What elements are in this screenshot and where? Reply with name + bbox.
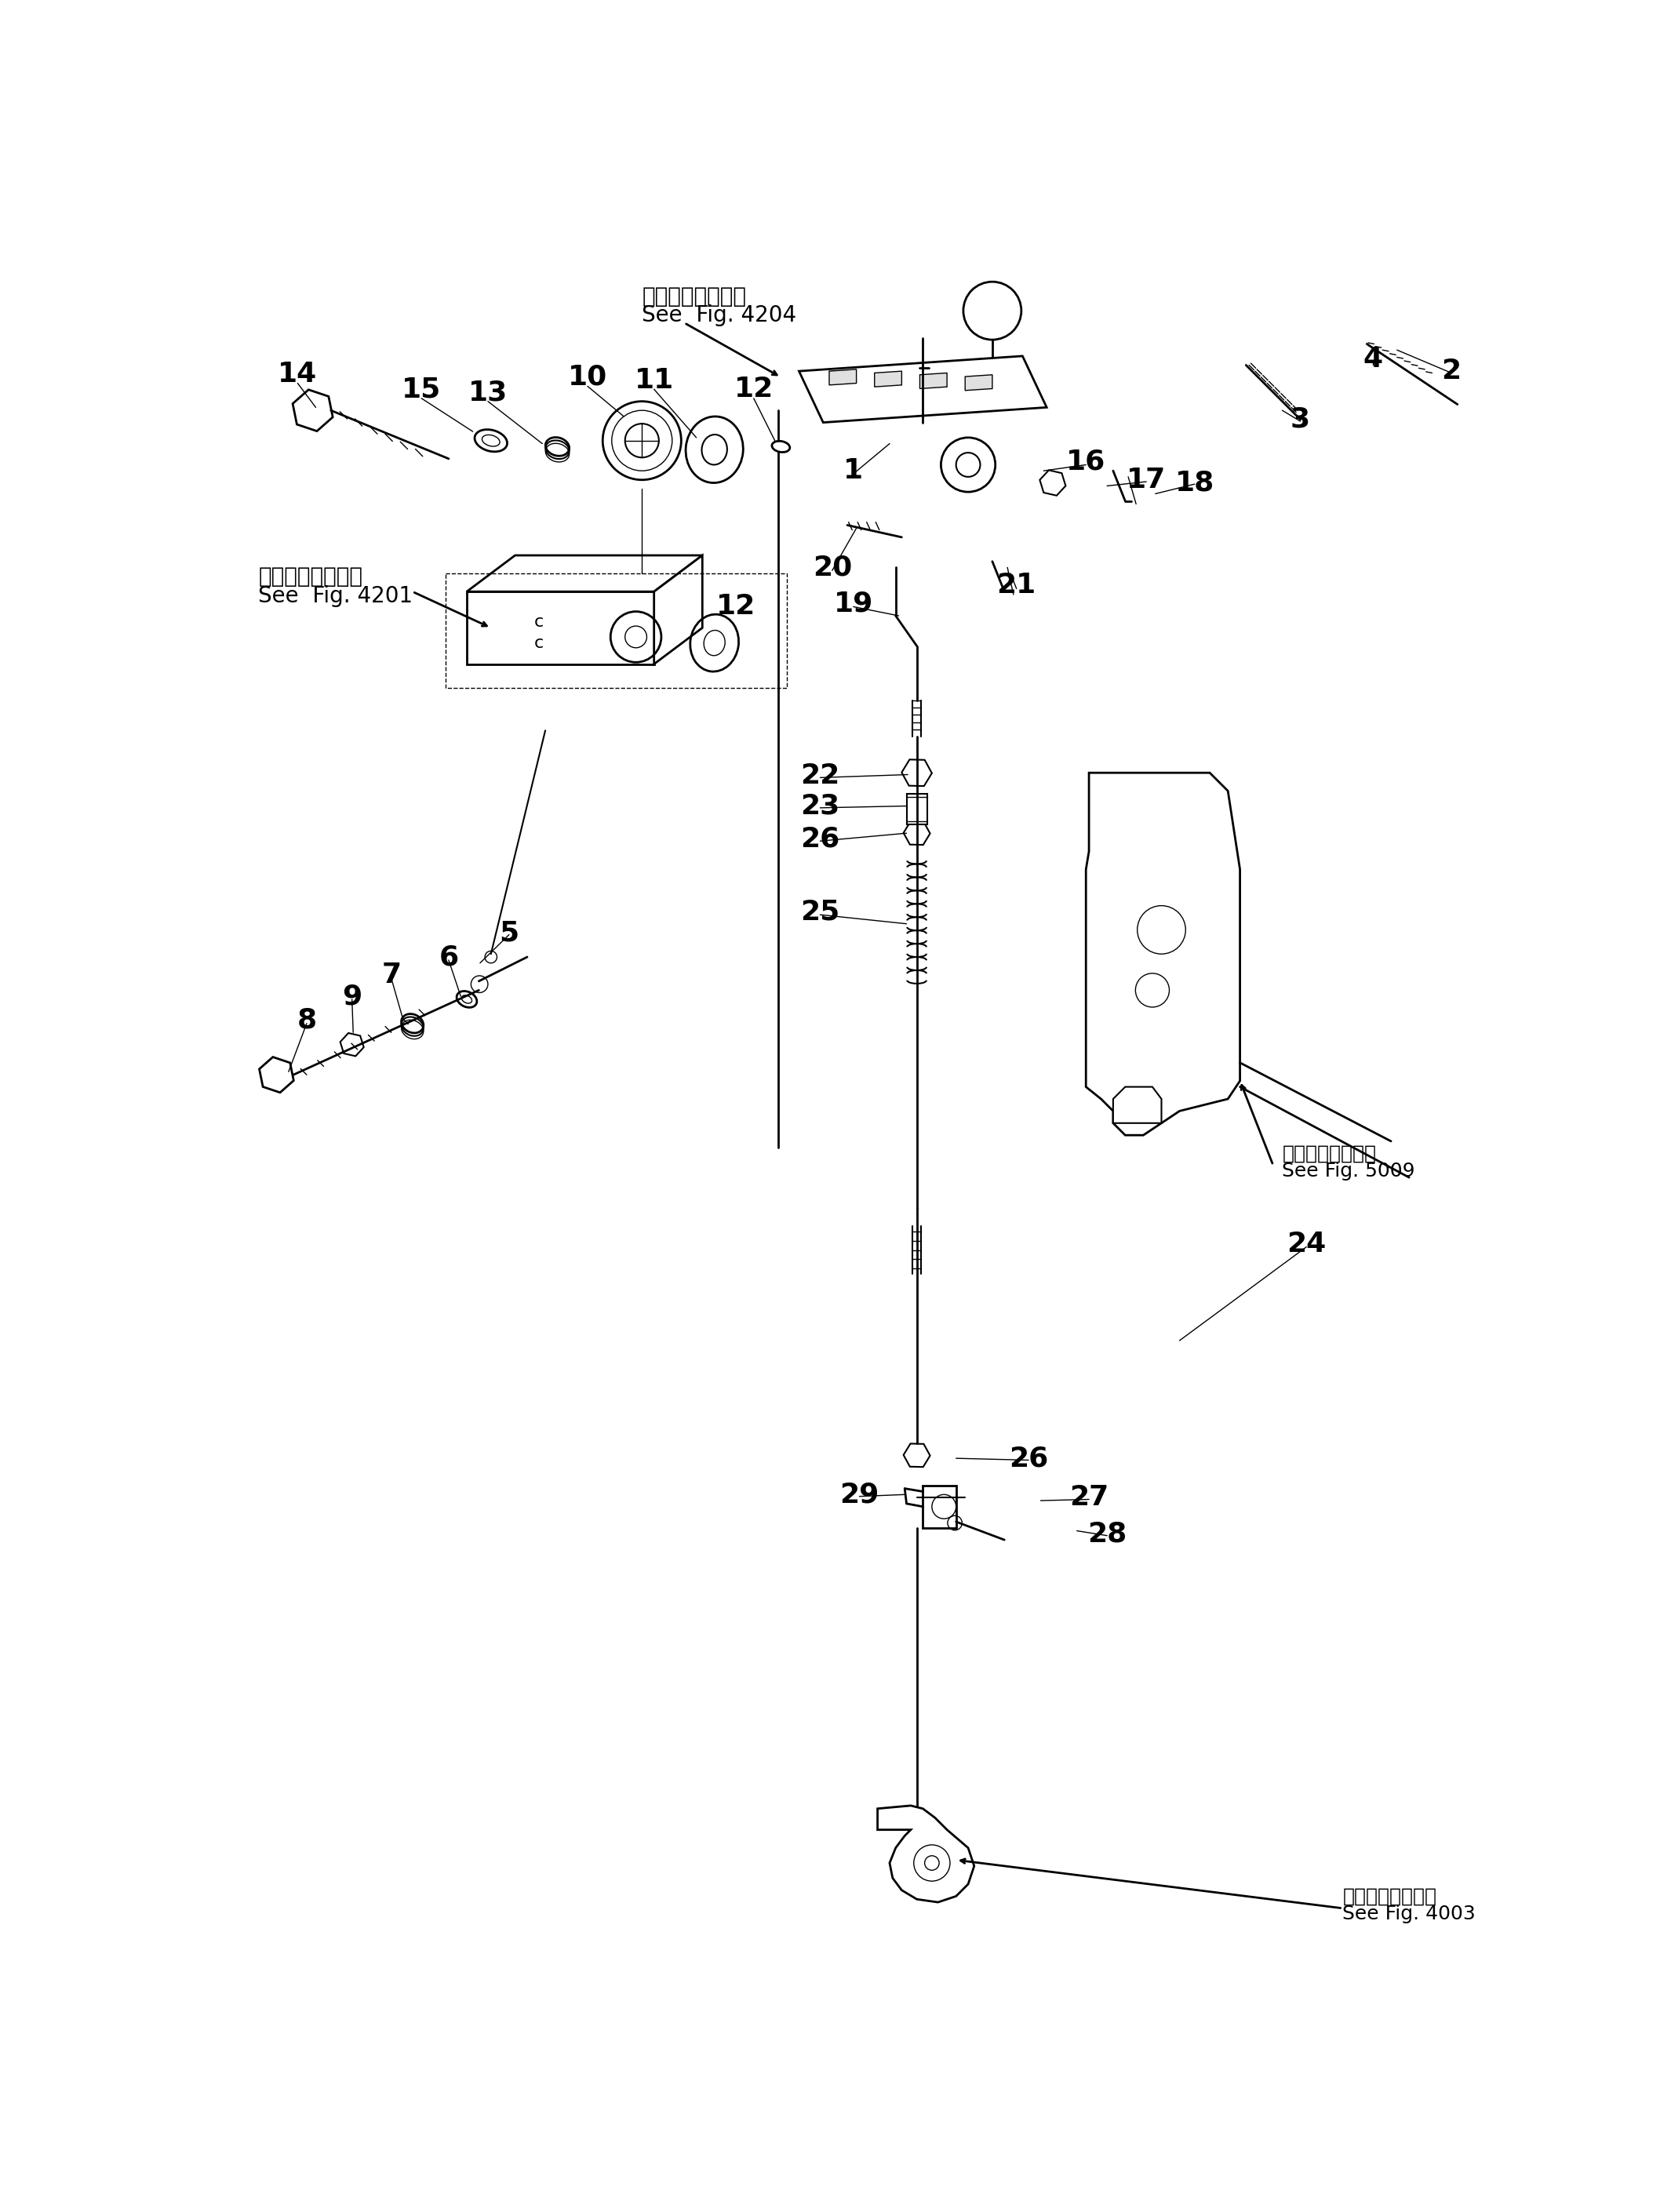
Text: 9: 9 bbox=[343, 982, 363, 1009]
Text: 26: 26 bbox=[1009, 1444, 1048, 1471]
Text: 14: 14 bbox=[277, 361, 317, 387]
Text: 第４２０１図参照: 第４２０１図参照 bbox=[259, 566, 363, 588]
Text: 26: 26 bbox=[800, 825, 841, 852]
Text: 4: 4 bbox=[1364, 345, 1382, 372]
Text: See Fig. 5009: See Fig. 5009 bbox=[1282, 1161, 1415, 1181]
Text: 19: 19 bbox=[834, 591, 874, 617]
Text: 11: 11 bbox=[635, 367, 673, 394]
Polygon shape bbox=[919, 374, 947, 389]
Text: c: c bbox=[535, 635, 545, 650]
Text: 12: 12 bbox=[715, 593, 755, 619]
Polygon shape bbox=[1086, 772, 1240, 1135]
Text: 25: 25 bbox=[800, 898, 841, 925]
Polygon shape bbox=[466, 555, 702, 591]
Text: 2: 2 bbox=[1442, 358, 1460, 385]
Text: 17: 17 bbox=[1126, 467, 1166, 493]
Polygon shape bbox=[1113, 1086, 1161, 1124]
Text: 7: 7 bbox=[381, 962, 401, 989]
Text: 24: 24 bbox=[1287, 1230, 1327, 1256]
Text: 3: 3 bbox=[1290, 407, 1310, 434]
Text: 20: 20 bbox=[812, 553, 852, 582]
Text: 15: 15 bbox=[401, 376, 441, 403]
Text: 12: 12 bbox=[734, 376, 774, 403]
Text: 29: 29 bbox=[839, 1482, 879, 1509]
Ellipse shape bbox=[772, 440, 790, 451]
Text: c: c bbox=[535, 615, 545, 630]
Text: See Fig. 4003: See Fig. 4003 bbox=[1343, 1905, 1475, 1924]
Text: 8: 8 bbox=[297, 1006, 316, 1033]
Text: 16: 16 bbox=[1066, 449, 1106, 476]
Text: 22: 22 bbox=[800, 763, 841, 790]
Polygon shape bbox=[829, 369, 856, 385]
Polygon shape bbox=[653, 555, 702, 664]
Polygon shape bbox=[877, 1805, 974, 1902]
Bar bbox=[907, 794, 927, 825]
Polygon shape bbox=[799, 356, 1046, 422]
Text: 1: 1 bbox=[844, 458, 864, 484]
Text: 21: 21 bbox=[998, 573, 1036, 599]
Text: 10: 10 bbox=[568, 363, 607, 392]
Text: 18: 18 bbox=[1175, 469, 1215, 495]
Polygon shape bbox=[466, 591, 653, 664]
Text: 第５００９図参照: 第５００９図参照 bbox=[1282, 1144, 1377, 1164]
Text: 6: 6 bbox=[439, 945, 458, 971]
Polygon shape bbox=[966, 374, 993, 392]
Text: 28: 28 bbox=[1088, 1520, 1126, 1546]
Text: 23: 23 bbox=[800, 792, 841, 818]
Text: See  Fig. 4201: See Fig. 4201 bbox=[259, 586, 413, 608]
Text: 第４００３図参照: 第４００３図参照 bbox=[1343, 1887, 1437, 1905]
Text: 13: 13 bbox=[468, 378, 508, 405]
Text: 第４２０４図参照: 第４２０４図参照 bbox=[642, 285, 747, 307]
Text: 5: 5 bbox=[500, 920, 520, 947]
Polygon shape bbox=[874, 372, 902, 387]
Bar bbox=[922, 1486, 956, 1528]
Text: See  Fig. 4204: See Fig. 4204 bbox=[642, 303, 797, 325]
Text: 27: 27 bbox=[1069, 1484, 1108, 1511]
